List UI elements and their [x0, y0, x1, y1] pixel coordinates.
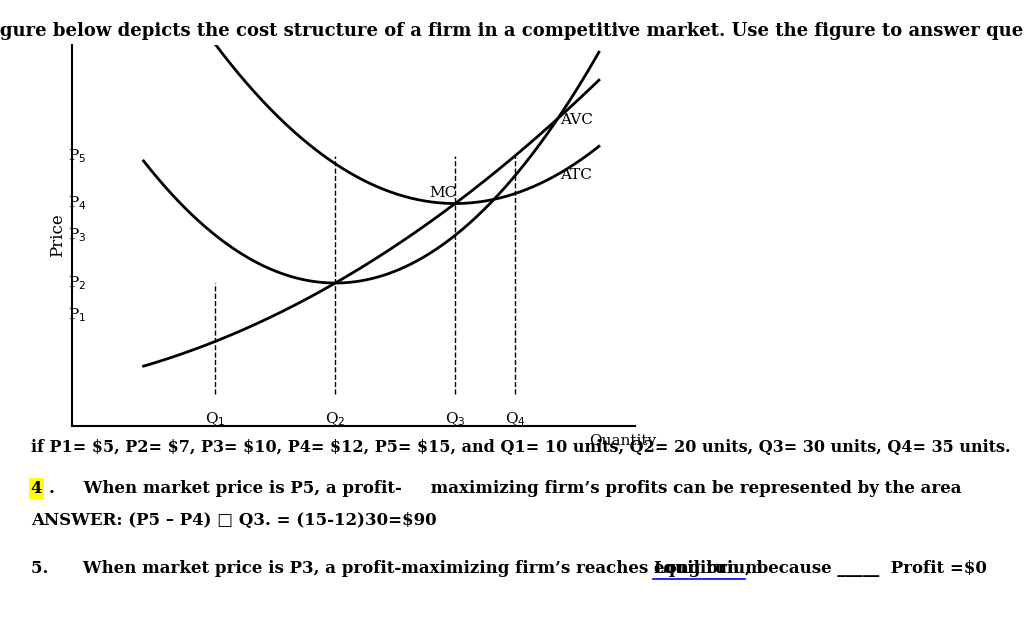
Text: MC: MC: [429, 186, 457, 200]
Text: ANSWER: (P5 – P4) □ Q3. = (15-12)30=$90: ANSWER: (P5 – P4) □ Q3. = (15-12)30=$90: [31, 512, 436, 529]
Y-axis label: Price: Price: [49, 214, 67, 257]
Text: P$_1$: P$_1$: [68, 306, 86, 324]
Text: ATC: ATC: [560, 168, 593, 182]
Text: Quantity: Quantity: [590, 434, 656, 448]
Text: The figure below depicts the cost structure of a firm in a competitive market. U: The figure below depicts the cost struct…: [0, 22, 1024, 40]
Text: 4: 4: [31, 480, 42, 497]
Text: P$_5$: P$_5$: [68, 147, 86, 165]
Text: Q$_3$: Q$_3$: [444, 410, 465, 428]
Text: equilibrium: equilibrium: [653, 560, 763, 577]
Text: 5.      When market price is P3, a profit-maximizing firm’s reaches Long run: 5. When market price is P3, a profit-max…: [31, 560, 744, 577]
Text: , because _____  Profit =$0: , because _____ Profit =$0: [745, 560, 987, 577]
Text: P$_4$: P$_4$: [68, 195, 86, 212]
Text: Q$_2$: Q$_2$: [326, 410, 345, 428]
Text: P$_2$: P$_2$: [68, 274, 86, 292]
Text: Q$_4$: Q$_4$: [505, 410, 525, 428]
Text: if P1= $5, P2= $7, P3= $10, P4= $12, P5= $15, and Q1= 10 units, Q2= 20 units, Q3: if P1= $5, P2= $7, P3= $10, P4= $12, P5=…: [31, 439, 1011, 456]
Text: AVC: AVC: [560, 113, 594, 127]
Text: .     When market price is P5, a profit-     maximizing firm’s profits can be re: . When market price is P5, a profit- max…: [49, 480, 962, 497]
Text: Q$_1$: Q$_1$: [205, 410, 225, 428]
Text: P$_3$: P$_3$: [68, 226, 86, 244]
